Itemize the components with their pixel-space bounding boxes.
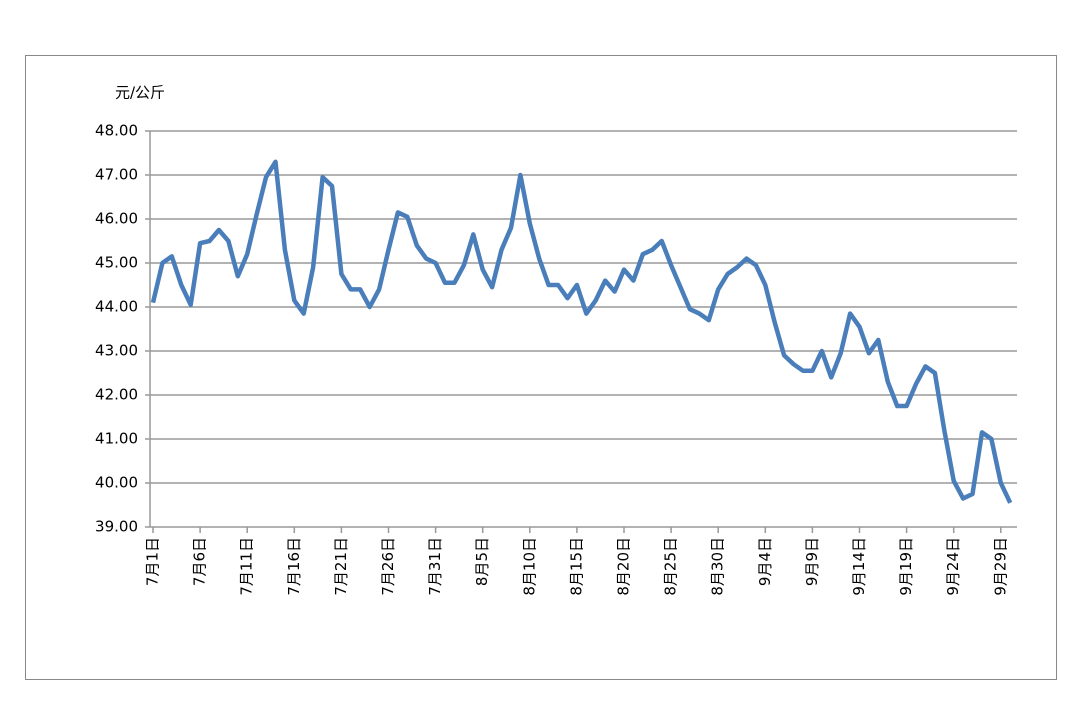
x-tick-label: 8月10日 xyxy=(520,537,538,596)
x-tick-label: 7月11日 xyxy=(238,537,256,596)
x-tick-label: 7月31日 xyxy=(426,537,444,596)
x-tick-label: 7月1日 xyxy=(144,537,162,586)
y-tick-label: 42.00 xyxy=(95,386,138,404)
x-tick-label: 8月5日 xyxy=(473,537,491,586)
x-tick-label: 9月24日 xyxy=(944,537,962,596)
y-tick-label: 43.00 xyxy=(95,342,138,360)
x-tick-label: 8月25日 xyxy=(662,537,680,596)
y-tick-label: 46.00 xyxy=(95,210,138,228)
x-tick-label: 9月29日 xyxy=(991,537,1009,596)
x-tick-label: 7月6日 xyxy=(191,537,209,586)
y-tick-label: 39.00 xyxy=(95,518,138,536)
x-tick-label: 8月20日 xyxy=(615,537,633,596)
x-tick-label: 9月14日 xyxy=(850,537,868,596)
y-tick-label: 48.00 xyxy=(95,122,138,140)
y-tick-label: 44.00 xyxy=(95,298,138,316)
x-tick-label: 9月4日 xyxy=(756,537,774,586)
x-tick-label: 7月16日 xyxy=(285,537,303,596)
y-tick-label: 45.00 xyxy=(95,254,138,272)
x-tick-label: 7月21日 xyxy=(332,537,350,596)
data-line xyxy=(150,159,1013,504)
y-axis-label: 元/公斤 xyxy=(115,84,165,102)
x-tick-label: 8月15日 xyxy=(567,537,585,596)
y-tick-label: 47.00 xyxy=(95,166,138,184)
x-tick-label: 8月30日 xyxy=(709,537,727,596)
y-tick-label: 41.00 xyxy=(95,430,138,448)
x-tick-label: 9月9日 xyxy=(803,537,821,586)
x-tick-label: 9月19日 xyxy=(897,537,915,596)
y-tick-label: 40.00 xyxy=(95,474,138,492)
x-tick-label: 7月26日 xyxy=(379,537,397,596)
